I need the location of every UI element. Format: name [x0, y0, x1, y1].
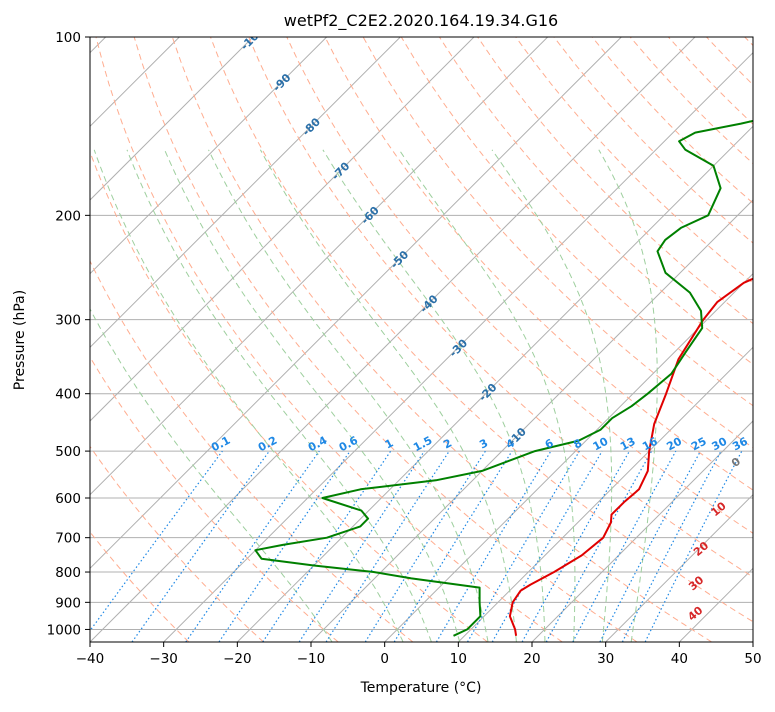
- x-tick-label: 30: [597, 651, 614, 667]
- isotherm-line: [532, 37, 775, 642]
- x-tick-label: 40: [671, 651, 688, 667]
- y-tick-label: 400: [55, 387, 81, 403]
- dry-adiabat-line: [0, 37, 264, 642]
- x-tick-label: −20: [223, 651, 252, 667]
- y-tick-label: 900: [55, 595, 81, 611]
- dry-adiabat-line: [96, 37, 562, 642]
- adiabat-label: 0: [729, 455, 743, 470]
- dry-adiabat-line: [58, 37, 488, 642]
- adiabat-label: 30: [686, 573, 706, 593]
- x-tick-label: 10: [450, 651, 467, 667]
- mixing-ratio-label: 3: [477, 436, 490, 451]
- dry-adiabat-line: [745, 37, 775, 642]
- isotherm-line: [90, 37, 695, 642]
- mixing-ratio-line: [263, 451, 391, 642]
- isotherm-line: [0, 37, 474, 642]
- mixing-ratio-line: [326, 451, 449, 642]
- dry-adiabat-line: [0, 37, 189, 642]
- dry-adiabat-line: [0, 37, 338, 642]
- isotherm-label: -90: [270, 71, 293, 94]
- x-tick-label: 50: [744, 651, 761, 667]
- dry-adiabat-line: [20, 37, 413, 642]
- chart-title: wetPf2_C2E2.2020.164.19.34.G16: [284, 11, 558, 31]
- isotherm-label: -70: [329, 159, 352, 182]
- x-tick-label: 0: [380, 651, 389, 667]
- dry-adiabat-line: [478, 37, 775, 642]
- x-tick-label: −40: [76, 651, 105, 667]
- mixing-ratio-line: [299, 451, 424, 642]
- adiabat-label: 10: [709, 499, 729, 519]
- adiabat-label: 40: [685, 604, 705, 624]
- y-tick-label: 300: [55, 313, 81, 329]
- isotherm-label: -100: [238, 24, 267, 53]
- temperature-series-line: [510, 37, 775, 636]
- y-tick-label: 600: [55, 491, 81, 507]
- x-axis-label: Temperature (°C): [360, 680, 482, 696]
- dry-adiabat-line: [516, 37, 775, 642]
- mixing-ratio-label: 10: [591, 435, 611, 454]
- mixing-ratio-label: 20: [664, 435, 684, 454]
- isotherm-line: [164, 37, 769, 642]
- mixing-ratio-line: [82, 451, 223, 642]
- mixing-ratio-line: [219, 451, 350, 642]
- moist-adiabat-line: [323, 150, 545, 642]
- dry-adiabat-line: [134, 37, 637, 642]
- isotherm-line: [0, 37, 400, 642]
- mixing-ratio-label: 2: [441, 436, 454, 451]
- mixing-ratio-line: [573, 451, 676, 642]
- isotherm-line: [0, 37, 253, 642]
- x-tick-label: −30: [149, 651, 178, 667]
- y-tick-label: 800: [55, 565, 81, 581]
- mixing-ratio-line: [436, 451, 551, 642]
- moist-adiabat-line: [127, 150, 431, 642]
- mixing-ratio-label: 36: [730, 435, 750, 454]
- y-tick-label: 700: [55, 531, 81, 547]
- isotherm-line: [753, 37, 775, 642]
- mixing-ratio-label: 25: [689, 435, 709, 454]
- mixing-ratio-label: 13: [618, 435, 638, 454]
- y-tick-label: 500: [55, 444, 81, 460]
- dry-adiabat-line: [592, 37, 775, 642]
- isotherm-label: -50: [388, 248, 411, 271]
- mixing-ratio-label: 16: [640, 435, 660, 454]
- isotherm-label: -20: [476, 381, 499, 404]
- moist-adiabat-line: [209, 150, 489, 642]
- mixing-ratio-label: 30: [710, 435, 730, 454]
- y-tick-label: 1000: [47, 622, 81, 638]
- y-tick-label: 200: [55, 208, 81, 224]
- mixing-ratio-line: [546, 451, 651, 642]
- y-tick-label: 100: [55, 30, 81, 46]
- isotherm-line: [0, 37, 327, 642]
- isotherm-line: [458, 37, 775, 642]
- x-tick-label: −10: [297, 651, 326, 667]
- isotherm-label: -60: [359, 204, 382, 227]
- isotherm-label: -40: [417, 292, 440, 315]
- adiabat-label: 20: [691, 539, 711, 559]
- isotherm-label: -80: [300, 115, 323, 138]
- y-axis-label: Pressure (hPa): [12, 290, 28, 390]
- moist-adiabat-line: [599, 150, 658, 642]
- x-tick-label: 20: [523, 651, 540, 667]
